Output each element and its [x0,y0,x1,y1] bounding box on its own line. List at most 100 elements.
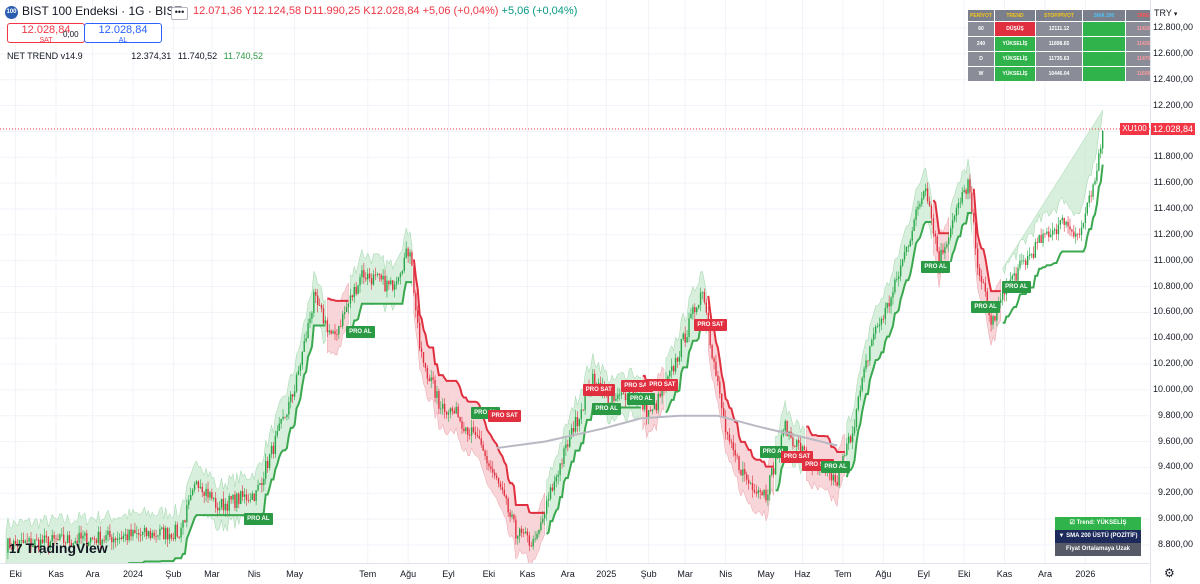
pivot-stop: 12111.12 [1035,21,1083,37]
candle-body [965,189,967,194]
x-tick-label: 2024 [122,569,143,579]
buy-label: AL [118,37,128,44]
candle-body [580,409,582,419]
candle-body [53,534,55,539]
candle-body [1050,234,1052,237]
candle-body [413,265,415,294]
indicator-value-1: 12.374,31 [131,51,172,61]
candle-body [1084,213,1087,223]
candle-body [139,534,142,536]
candle-body [607,391,609,404]
candle-body [195,481,198,485]
candle-body [253,493,255,501]
candle-body [203,492,205,496]
candle-body [243,494,246,497]
candle-body [191,489,194,495]
candle-body [919,204,921,207]
candle-body [105,534,107,541]
candle-body [211,492,213,499]
candle-body [226,503,228,511]
candle-body [940,249,942,267]
candle-body [878,324,881,327]
candle-body [318,305,321,306]
indicator-name: NET TREND v14.9 [7,51,83,61]
candle-body [215,498,217,508]
candle-body [24,540,26,544]
x-tick-label: Eki [482,569,496,579]
y-tick-label: 11.400,00 [1153,202,1193,213]
candle-body [942,249,944,254]
x-tick-label: May [757,569,775,579]
candle-body [832,474,835,481]
more-button[interactable]: ••• [171,7,188,20]
candle-body [680,338,683,357]
candle-body [746,474,748,480]
candle-body [990,315,992,325]
candle-body [197,481,200,488]
candle-body [374,274,377,276]
candle-body [719,381,721,394]
candle-body [401,270,404,274]
candle-body [107,530,109,535]
indicator-value-3: 11.740,52 [223,51,264,61]
candle-body [497,477,500,484]
candle-body [1001,289,1004,300]
tradingview-logo[interactable]: 17 TradingView [9,540,108,556]
candle-body [1030,253,1033,255]
candle-body [207,488,209,498]
candle-body [299,365,302,371]
candle-body [930,205,933,219]
x-tick-label: Kas [48,569,64,579]
candle-body [1028,254,1031,257]
signal-pro-sat: PRO SAT [694,319,727,332]
candle-body [565,444,567,449]
candle-body [284,416,286,418]
gear-icon[interactable]: ⚙ [1164,566,1175,580]
x-tick-label: Tem [359,569,377,579]
x-tick-label: Ara [560,569,575,579]
currency-selector[interactable]: TRY [1154,8,1177,18]
candle-body [326,320,329,333]
candle-body [163,527,165,540]
candle-body [301,351,303,366]
candle-body [559,463,561,475]
candle-body [22,539,25,544]
candle-body [713,358,715,363]
candle-body [86,533,88,546]
candle-body [874,326,877,334]
candle-body [672,366,675,372]
candle-body [936,236,938,252]
buy-button[interactable]: 12.028,84 AL [84,23,162,44]
candle-body [368,273,371,279]
y-tick-label: 10.200,00 [1152,358,1193,369]
candle-body [961,191,963,203]
indicator-legend[interactable]: NET TREND v14.9 12.374,31 11.740,52 11.7… [7,51,263,61]
candle-body [178,536,180,538]
candle-body [744,469,746,475]
x-tick-label: Şub [165,569,182,579]
symbol-title[interactable]: BIST 100 Endeksi · 1G · BIST [22,4,182,18]
price-axis[interactable]: 12.800,00 12.600,00 12.400,00 12.200,00 12.0… [1150,0,1200,583]
candle-body [694,307,696,313]
candle-body [534,538,536,540]
y-tick-label: 8.800,00 [1157,539,1193,549]
time-axis[interactable]: Eki Kas Ara 2024 Şub Mar Nis May Tem Ağu Eyl Eki Kas… [0,563,1150,584]
y-tick-label: 11.800,00 [1153,151,1193,162]
candle-body [667,376,669,380]
candle-body [164,528,167,540]
price-chart[interactable] [0,0,1150,563]
candle-body [138,533,140,535]
candle-body [890,297,892,307]
candle-body [363,270,365,278]
candle-body [128,529,130,541]
candle-body [1088,195,1090,203]
candle-body [484,450,486,456]
candle-body [399,273,402,278]
sell-button[interactable]: 12.028,84 SAT [7,23,85,44]
candle-body [495,475,498,478]
candle-body [1055,229,1058,235]
candle-body [351,295,354,298]
candle-body [209,492,211,498]
candle-body [120,537,123,539]
candle-body [55,538,57,540]
